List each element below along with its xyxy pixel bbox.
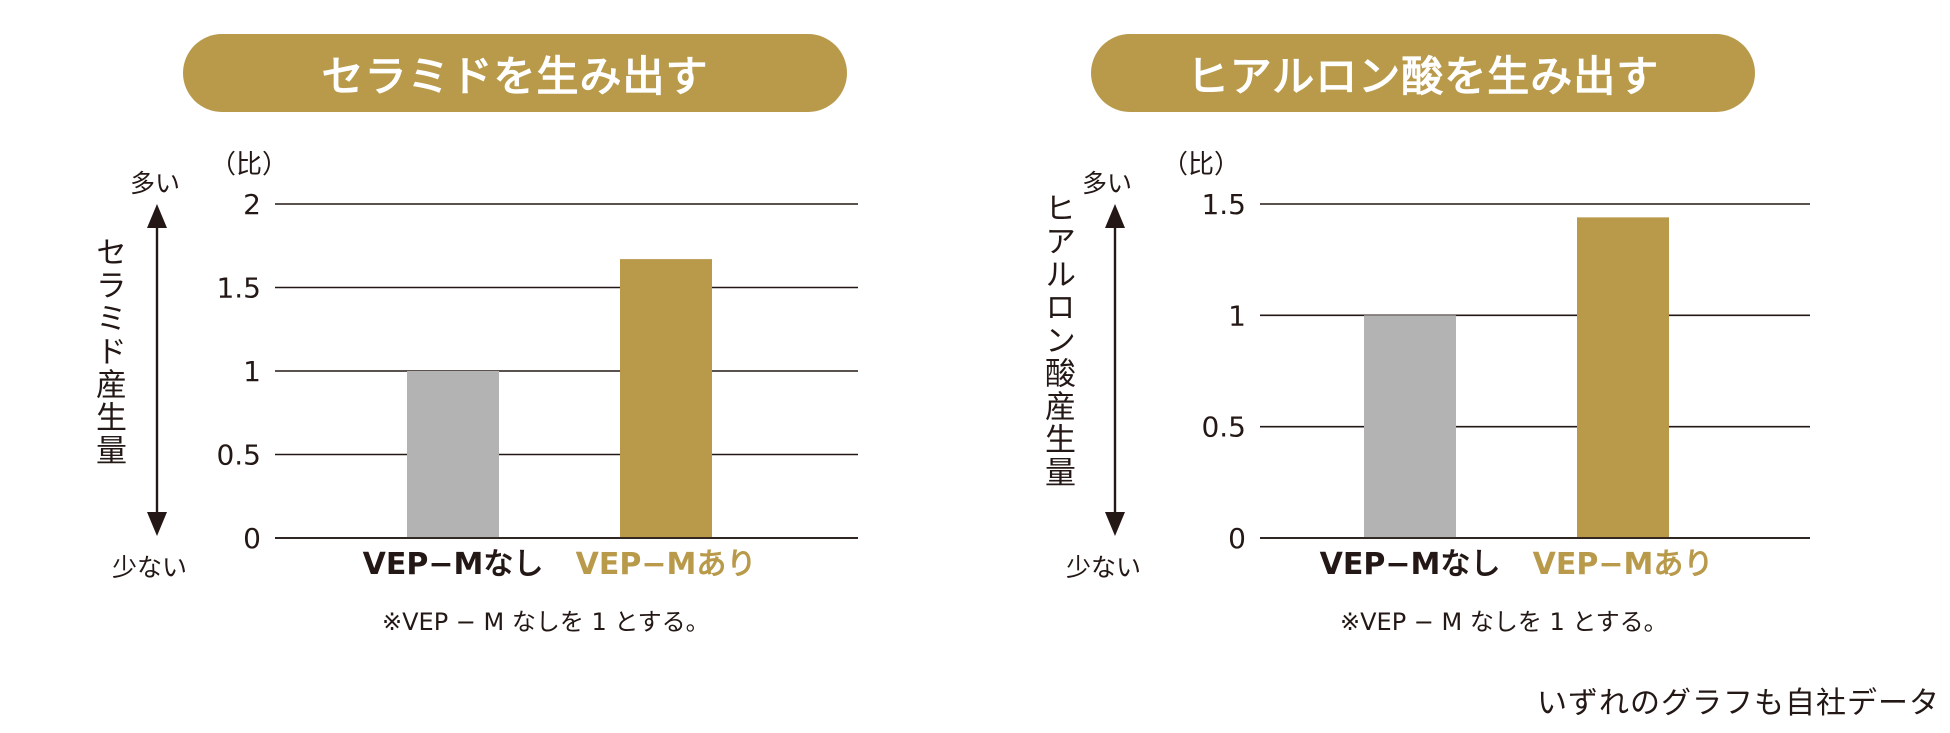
arrow-label-high: 多い bbox=[130, 169, 181, 198]
x-category-label: VEP−Mなし bbox=[1320, 547, 1501, 582]
chart-plot-area: 2 1.5 1 0.5 0 VEP−Mなし VEP−Mあり bbox=[147, 188, 858, 582]
bar-without bbox=[407, 371, 499, 538]
chart-title: セラミドを生み出す bbox=[183, 34, 847, 112]
x-category-label: VEP−Mあり bbox=[576, 547, 757, 582]
chart-panel-ceramide: セラミドを生み出す 多い 少ない セラミド産生量 （比） ※VEP − M なし… bbox=[0, 0, 960, 733]
y-axis-label: セラミド産生量 bbox=[90, 236, 126, 467]
y-tick-label: 0 bbox=[1228, 522, 1246, 555]
y-tick-label: 1 bbox=[1228, 299, 1246, 332]
arrow-label-low: 少ない bbox=[112, 553, 188, 582]
arrow-up-icon bbox=[147, 204, 167, 228]
arrow-up-icon bbox=[1105, 204, 1125, 228]
unit-label: （比） bbox=[210, 150, 289, 180]
y-tick-label: 2 bbox=[243, 188, 261, 221]
chart-panel-hyaluronic: ヒアルロン酸を生み出す 多い 少ない ヒアルロン酸産生量 （比） ※VEP − … bbox=[960, 0, 1920, 733]
y-tick-label: 1 bbox=[243, 355, 261, 388]
footnote: ※VEP − M なしを 1 とする。 bbox=[382, 608, 710, 636]
y-tick-label: 0.5 bbox=[1201, 411, 1246, 444]
x-category-label: VEP−Mあり bbox=[1533, 547, 1714, 582]
footer-note: いずれのグラフも自社データ bbox=[1537, 686, 1940, 721]
chart-title: ヒアルロン酸を生み出す bbox=[1091, 34, 1755, 112]
chart-plot-area: 1.5 1 0.5 0 VEP−Mなし VEP−Mあり bbox=[1105, 188, 1810, 582]
arrow-label-low: 少ない bbox=[1066, 553, 1142, 582]
bar-with bbox=[1577, 217, 1669, 539]
arrow-down-icon bbox=[1105, 512, 1125, 536]
bar-with bbox=[620, 259, 712, 538]
y-tick-label: 0 bbox=[243, 522, 261, 555]
arrow-down-icon bbox=[147, 512, 167, 536]
unit-label: （比） bbox=[1162, 150, 1241, 180]
bar-without bbox=[1364, 315, 1456, 538]
y-tick-label: 1.5 bbox=[216, 272, 261, 305]
arrow-label-high: 多い bbox=[1082, 169, 1133, 198]
y-axis-label: ヒアルロン酸産生量 bbox=[1039, 192, 1075, 489]
footnote: ※VEP − M なしを 1 とする。 bbox=[1340, 608, 1668, 636]
y-tick-label: 0.5 bbox=[216, 439, 261, 472]
y-tick-label: 1.5 bbox=[1201, 188, 1246, 221]
x-category-label: VEP−Mなし bbox=[363, 547, 544, 582]
